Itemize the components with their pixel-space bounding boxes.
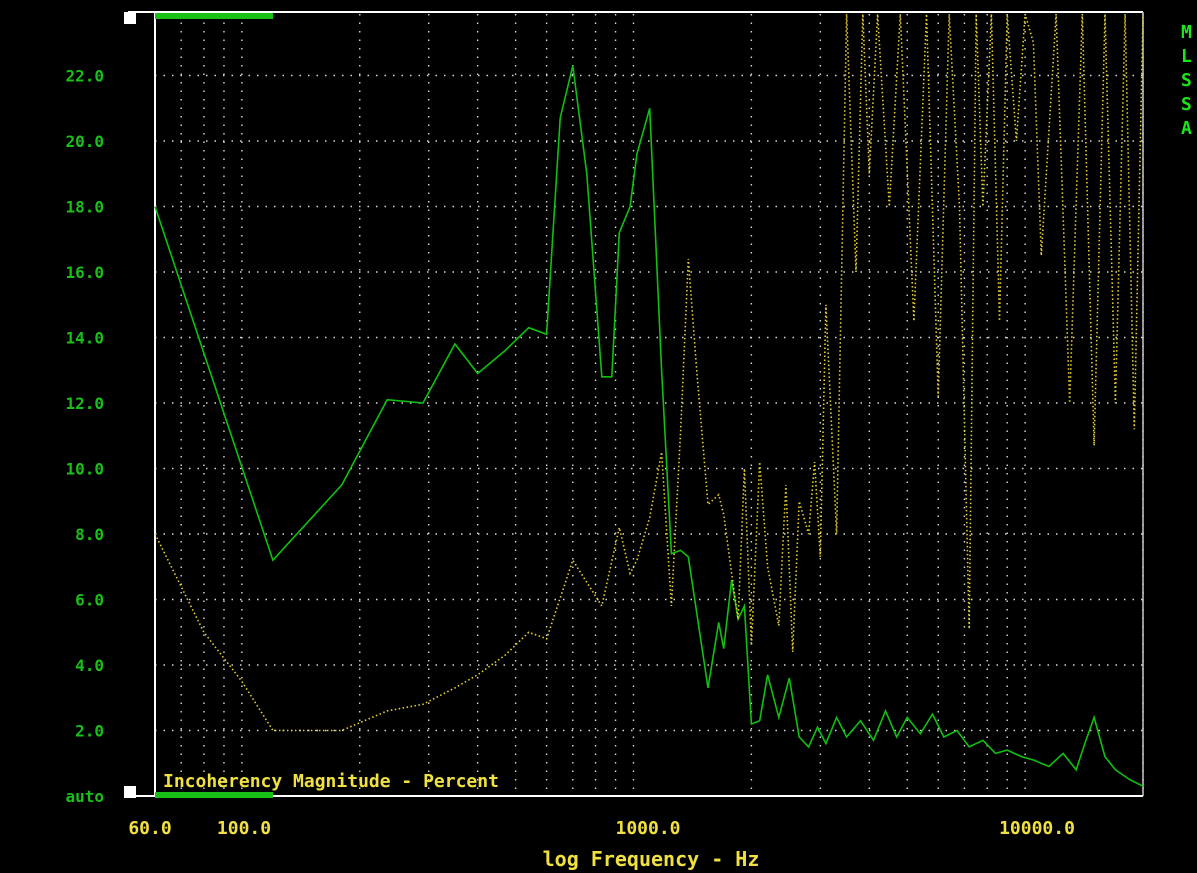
y-tick-label: 18.0 bbox=[65, 198, 104, 217]
y-tick-label: 10.0 bbox=[65, 460, 104, 479]
legend-entry: A bbox=[1181, 118, 1192, 139]
range-indicator-top bbox=[155, 13, 273, 19]
x-axis-ticks: 60.0 100.0 1000.0 10000.0 bbox=[128, 818, 1075, 839]
x-tick-label: 1000.0 bbox=[615, 818, 680, 839]
x-axis-label: log Frequency - Hz bbox=[543, 847, 760, 871]
y-tick-label: 4.0 bbox=[75, 656, 104, 675]
series-layer bbox=[154, 13, 1144, 787]
y-tick-label: 8.0 bbox=[75, 525, 104, 544]
corner-marker-bottom bbox=[124, 786, 136, 798]
x-tick-label: 10000.0 bbox=[999, 818, 1075, 839]
y-tick-label: 20.0 bbox=[65, 132, 104, 151]
y-tick-label: auto bbox=[65, 787, 104, 806]
chart-title: Incoherency Magnitude - Percent bbox=[163, 771, 499, 792]
y-tick-label: 2.0 bbox=[75, 722, 104, 741]
y-tick-label: 16.0 bbox=[65, 263, 104, 282]
y-tick-label: 22.0 bbox=[65, 67, 104, 86]
y-tick-label: 12.0 bbox=[65, 394, 104, 413]
legend-entry: L bbox=[1181, 46, 1192, 67]
range-indicator-bottom bbox=[155, 792, 273, 798]
x-tick-label: 100.0 bbox=[217, 818, 271, 839]
legend-entry: S bbox=[1181, 94, 1192, 115]
legend-entry: S bbox=[1181, 70, 1192, 91]
y-axis-ticks: auto 2.0 4.0 6.0 8.0 10.0 12.0 14.0 16.0 18.0 20.0… bbox=[65, 67, 104, 807]
y-tick-label: 14.0 bbox=[65, 329, 104, 348]
legend-entry: M bbox=[1181, 22, 1192, 43]
corner-marker-top bbox=[124, 12, 136, 24]
y-tick-label: 6.0 bbox=[75, 591, 104, 610]
series-solid-line bbox=[154, 65, 1144, 787]
grid-lines bbox=[154, 14, 1144, 796]
x-tick-label: 60.0 bbox=[128, 818, 171, 839]
plot-frame bbox=[124, 11, 1144, 798]
